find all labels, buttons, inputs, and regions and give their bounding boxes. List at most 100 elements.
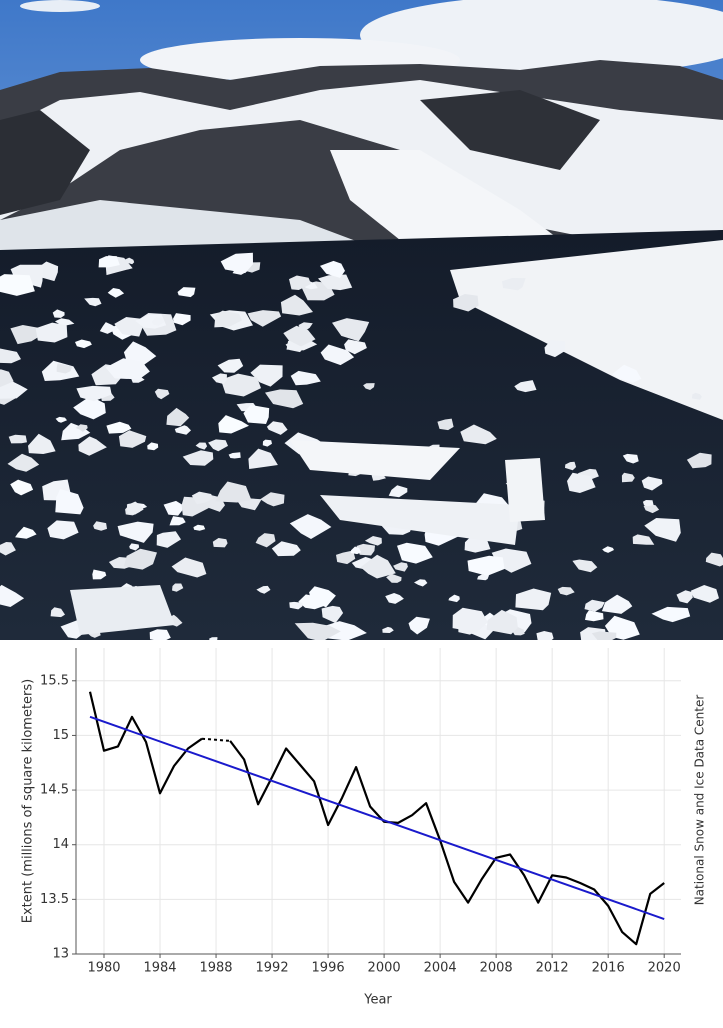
ice-floe (35, 322, 68, 343)
ice-floe (350, 546, 362, 555)
ice-floe (118, 430, 147, 448)
ice-floe (565, 461, 577, 471)
ice-floe (99, 322, 118, 334)
ice-floe (172, 583, 184, 592)
ice-floe (320, 260, 345, 278)
ice-floe (28, 433, 56, 454)
ice-floe (193, 524, 206, 531)
ice-floe (173, 313, 191, 326)
trend-line (89, 715, 665, 920)
ice-floe (123, 341, 157, 366)
ice-floe (486, 609, 518, 635)
x-axis-title: Year (363, 993, 392, 1008)
ice-floe (0, 274, 35, 296)
ice-floe (460, 424, 497, 445)
ice-floe (126, 501, 144, 515)
ice-floe (208, 439, 228, 452)
source: National Snow and Ice Data Center (693, 695, 707, 906)
ice-floe (612, 364, 642, 383)
ice-floe (289, 514, 332, 539)
ice-floe (262, 439, 272, 447)
ice-floe (0, 542, 16, 556)
ice-floe (123, 548, 157, 570)
ice-floe (360, 554, 396, 579)
ice-floe (76, 385, 112, 402)
ice-floe (514, 380, 537, 393)
ice-floe (75, 339, 92, 349)
ice-floe (644, 518, 681, 542)
y-tick-label: 15 (52, 728, 69, 743)
ice-floe (107, 288, 125, 298)
ice-floe (15, 526, 37, 539)
ice-floe (691, 392, 702, 400)
ice-floe (129, 543, 140, 551)
ice-floe (393, 562, 408, 572)
ice-floe (55, 489, 84, 515)
ice-floe (289, 601, 303, 610)
ice-floe (632, 534, 655, 545)
ice-floe (536, 631, 554, 643)
ice-floe (641, 476, 663, 491)
ice-floe (73, 396, 106, 420)
ice-floe (437, 418, 454, 431)
ice-floe (585, 610, 604, 622)
ice-floe (0, 584, 25, 607)
data-line (88, 691, 665, 946)
ice-floe (705, 552, 723, 567)
ice-floe (622, 453, 639, 464)
ice-floe (75, 424, 88, 432)
y-tick-label: 14 (52, 837, 69, 852)
ice-floe (61, 422, 91, 441)
ice-floe (557, 586, 575, 596)
ice-floe (280, 294, 313, 316)
ice-floe (195, 442, 208, 450)
ice-floe (289, 275, 311, 290)
ice-floe (321, 605, 344, 624)
ice-floe (0, 369, 14, 388)
ice-floe (356, 543, 375, 556)
ice-floe (336, 550, 356, 565)
x-tick-label: 1980 (87, 961, 120, 976)
ice-floe (117, 521, 154, 543)
ice-floe (220, 252, 253, 274)
ice-floe (47, 520, 79, 540)
ice-floe (363, 383, 375, 390)
ice-floe (332, 318, 370, 342)
ice-floe (601, 594, 633, 614)
ice-floe (386, 573, 402, 583)
ice-floe (171, 557, 207, 578)
ice-floe (414, 579, 428, 587)
x-tick-label: 1996 (312, 961, 345, 976)
ice-floe (169, 516, 186, 526)
ice-floe (298, 594, 326, 610)
ice-floe (92, 569, 107, 580)
ice-floe (0, 348, 21, 364)
ice-floe (364, 536, 382, 546)
ice-floe (243, 404, 270, 424)
ice-floe (56, 363, 73, 374)
ice-floe (247, 310, 282, 327)
ice-floe (255, 533, 276, 548)
ice-floe (191, 491, 213, 505)
ice-floe (621, 472, 635, 483)
ice-floe (385, 593, 404, 604)
ice-floe (271, 541, 301, 557)
ice-floe (182, 450, 214, 466)
x-tick-label: 1988 (199, 961, 232, 976)
ice-floe (220, 373, 261, 397)
ice-floe (256, 585, 271, 594)
ice-floe (215, 481, 252, 503)
ice-floe (218, 415, 249, 434)
ice-floe (52, 309, 65, 318)
ice-floe (323, 621, 367, 641)
y-tick-label: 13 (52, 947, 69, 962)
x-tick-label: 2016 (592, 961, 625, 976)
ice-floe (408, 616, 430, 635)
ice-floe (397, 542, 433, 564)
ice-floe (93, 521, 107, 531)
x-tick-label: 2008 (480, 961, 513, 976)
ice-floe (382, 626, 394, 633)
ice-floe (651, 606, 691, 623)
ice-floe (572, 559, 598, 573)
